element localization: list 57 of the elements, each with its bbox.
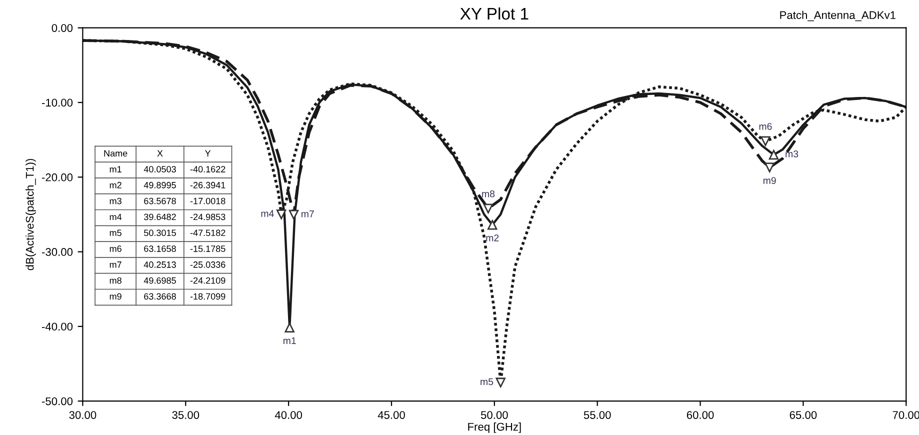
annotation: 39.6482	[144, 214, 176, 220]
x-tick-label: 55.00	[584, 411, 611, 419]
annotation: m5	[110, 230, 122, 236]
annotation: 50.3015	[144, 230, 176, 236]
annotation: m2	[486, 234, 499, 242]
x-tick-label: 30.00	[69, 411, 96, 419]
annotation: -25.0336	[190, 261, 226, 268]
x-tick-label: 45.00	[378, 411, 405, 419]
annotation: m3	[786, 150, 798, 158]
annotation: 40.0503	[144, 166, 176, 172]
annotation: m7	[110, 262, 122, 268]
annotation: 40.2513	[144, 261, 176, 268]
annotation: -18.7099	[190, 293, 226, 300]
annotation: -17.0018	[190, 198, 226, 204]
annotation: m9	[763, 177, 776, 184]
annotation: 63.3668	[144, 293, 176, 300]
y-tick-label: -10.00	[42, 98, 73, 107]
annotation: 63.1658	[144, 246, 176, 252]
x-axis-title: Freq [GHz]	[468, 422, 521, 433]
x-tick-label: 50.00	[480, 411, 508, 419]
annotation: -24.2109	[190, 277, 226, 284]
annotation: Y	[205, 150, 211, 156]
annotation: 49.8995	[144, 182, 176, 188]
annotation: -24.9853	[190, 214, 226, 220]
x-tick-label: 65.00	[790, 411, 817, 419]
annotation: m8	[110, 277, 122, 284]
annotation: m7	[302, 210, 314, 218]
annotation: -40.1622	[190, 166, 226, 172]
annotation: m5	[480, 378, 494, 386]
chart-title: XY Plot 1	[460, 7, 528, 20]
annotation: m1	[283, 337, 296, 344]
annotation: 49.6985	[144, 277, 176, 284]
y-tick-label: -40.00	[42, 322, 73, 331]
x-tick-label: 35.00	[172, 411, 200, 419]
annotation: m6	[110, 246, 122, 252]
annotation: m8	[482, 190, 495, 198]
annotation: m4	[110, 214, 122, 220]
x-tick-label: 60.00	[686, 411, 714, 419]
annotation: X	[157, 150, 163, 156]
annotation: m4	[261, 210, 274, 217]
annotation: 63.5678	[144, 198, 176, 204]
annotation: -26.3941	[190, 182, 226, 188]
y-tick-label: 0.00	[52, 24, 73, 32]
y-tick-label: -20.00	[42, 173, 73, 182]
annotation: m1	[110, 166, 122, 172]
annotation: m3	[110, 198, 122, 204]
chart-subtitle: Patch_Antenna_ADKv1	[780, 10, 896, 22]
x-tick-label: 40.00	[274, 411, 302, 419]
y-tick-label: -30.00	[42, 248, 73, 256]
annotation: Name	[104, 150, 128, 157]
y-axis-title: dB(ActiveS(patch_T1))	[26, 158, 36, 270]
annotation: m9	[110, 293, 122, 300]
annotation: m2	[110, 182, 122, 188]
annotation: m6	[759, 122, 772, 130]
y-tick-label: -50.00	[42, 397, 73, 406]
annotation: -47.5182	[190, 230, 226, 236]
annotation: -15.1785	[190, 246, 226, 252]
